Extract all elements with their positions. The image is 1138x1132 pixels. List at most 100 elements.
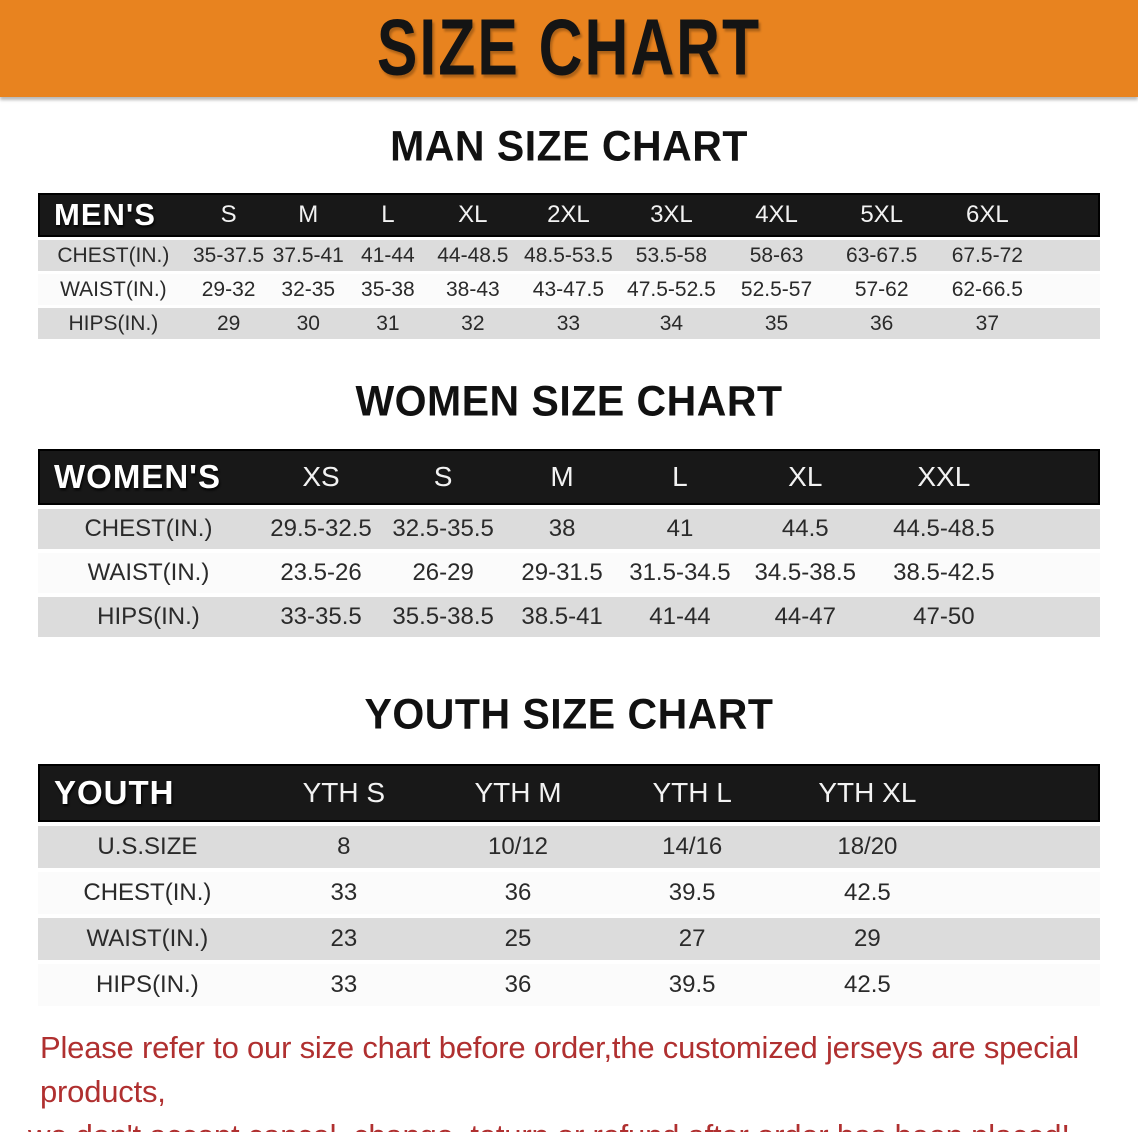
cell-value: 53.5-58 [635,243,708,267]
cell-value: 47.5-52.5 [627,277,716,301]
order-policy-line-1: Please refer to our size chart before or… [40,1030,1079,1110]
column-header: 6XL [934,193,1041,237]
order-policy-line-2: we don't accept cancel, change, teturn o… [28,1114,1102,1132]
column-header: L [348,193,428,237]
men-size-table: MEN'S S M L XL 2XL 3XL 4XL 5XL 6XL CHEST(IN.) 35-37… [38,190,1100,342]
column-header: 2XL [517,193,619,237]
cell-value: 23 [330,925,358,952]
table-row: WAIST(IN.) 23.5-26 26-29 29-31.5 31.5-34.5 34… [38,553,1100,593]
cell-value: 31 [376,311,400,335]
row-label: WAIST(IN.) [60,277,167,301]
column-header: XXL [871,449,1017,505]
table-row: CHEST(IN.) 33 36 39.5 42.5 [38,872,1100,914]
header-row: WOMEN'S XS S M L XL XXL [38,449,1100,505]
cell-value: 10/12 [487,833,549,860]
cell-value: 29 [216,311,241,335]
banner-title: SIZE CHART [376,4,762,93]
cell-value: 25 [504,925,532,952]
spacer-cell [956,918,1100,960]
table-row: U.S.SIZE 8 10/12 14/16 18/20 [38,826,1100,868]
column-header: YTH XL [779,764,956,822]
table-row: CHEST(IN.) 35-37.5 37.5-41 41-44 44-48.5 48.5… [38,240,1100,271]
cell-value: 36 [869,311,894,335]
cell-value: 62-66.5 [951,277,1023,301]
cell-value: 38 [548,515,576,542]
column-header: S [383,449,504,505]
cell-value: 67.5-72 [951,243,1023,267]
cell-value: 35-38 [361,277,415,301]
table-row: CHEST(IN.) 29.5-32.5 32.5-35.5 38 41 44.5 44.5… [38,509,1100,549]
column-header: XL [738,449,872,505]
table-row: HIPS(IN.) 29 30 31 32 33 34 35 36 37 [38,308,1100,339]
spacer-cell [1040,274,1100,305]
cell-value: 63-67.5 [846,243,918,267]
cell-value: 26-29 [412,559,474,586]
column-header: 5XL [829,193,935,237]
cell-value: 29-31.5 [521,559,603,586]
cell-value: 38.5-42.5 [893,559,995,586]
cell-value: 33 [556,311,581,335]
cell-value: 34 [659,311,684,335]
cell-value: 47-50 [913,603,975,630]
cell-value: 29-32 [201,277,256,301]
spacer-cell [1016,597,1100,637]
table-row: HIPS(IN.) 33-35.5 35.5-38.5 38.5-41 41-44 44-… [38,597,1100,637]
column-header: YTH M [430,764,606,822]
cell-value: 32 [461,311,485,335]
cell-value: 27 [678,925,706,952]
column-header: S [188,193,269,237]
youth-table-wrap: YOUTH YTH S YTH M YTH L YTH XL U.S.SIZE 8 10/12… [0,760,1138,1010]
spacer-cell [1040,240,1100,271]
cell-value: 35 [764,311,789,335]
cell-value: 35-37.5 [193,243,265,267]
cell-value: 41 [666,515,694,542]
spacer-cell [1016,553,1100,593]
cell-value: 38.5-41 [521,603,603,630]
spacer-cell [1016,449,1100,505]
column-header: 4XL [723,193,830,237]
cell-value: 33 [330,971,358,998]
column-header: 3XL [618,193,724,237]
cell-value: 14/16 [662,833,723,860]
row-label: WAIST(IN.) [86,925,209,952]
men-table-wrap: MEN'S S M L XL 2XL 3XL 4XL 5XL 6XL CHEST(IN.) 35-37… [0,190,1138,342]
cell-value: 31.5-34.5 [629,559,731,586]
table-row: WAIST(IN.) 23 25 27 29 [38,918,1100,960]
cell-value: 52.5-57 [740,277,813,301]
spacer-cell [956,872,1100,914]
youth-section-heading: YOUTH SIZE CHART [364,689,774,739]
spacer-cell [955,764,1100,822]
column-header: M [503,449,622,505]
table-corner-label: MEN'S [38,193,189,237]
order-policy-note: Please refer to our size chart before or… [0,1026,1138,1132]
cell-value: 36 [504,971,532,998]
youth-size-table: YOUTH YTH S YTH M YTH L YTH XL U.S.SIZE 8 10/12… [38,760,1100,1010]
table-row: HIPS(IN.) 33 36 39.5 42.5 [38,964,1100,1006]
table-row: WAIST(IN.) 29-32 32-35 35-38 38-43 43-47.5 47.… [38,274,1100,305]
cell-value: 44-48.5 [437,243,509,267]
row-label: CHEST(IN.) [57,243,170,267]
cell-value: 38-43 [445,277,500,301]
row-label: HIPS(IN.) [97,603,200,630]
cell-value: 18/20 [837,833,898,860]
row-label: CHEST(IN.) [83,879,212,906]
cell-value: 32-35 [281,277,336,301]
cell-value: 41-44 [361,243,415,267]
cell-value: 36 [504,879,532,906]
cell-value: 32.5-35.5 [392,515,494,542]
spacer-cell [1040,308,1100,339]
cell-value: 34.5-38.5 [754,559,856,586]
cell-value: 37 [975,311,999,335]
column-header: L [621,449,739,505]
women-section-heading: WOMEN SIZE CHART [355,376,783,426]
cell-value: 39.5 [668,971,716,998]
column-header: YTH L [605,764,780,822]
cell-value: 33-35.5 [280,603,362,630]
column-header: XL [427,193,518,237]
cell-value: 57-62 [854,277,909,301]
row-label: CHEST(IN.) [84,515,213,542]
cell-value: 44.5-48.5 [893,515,995,542]
cell-value: 39.5 [668,879,716,906]
cell-value: 42.5 [844,879,891,906]
column-header: XS [258,449,384,505]
